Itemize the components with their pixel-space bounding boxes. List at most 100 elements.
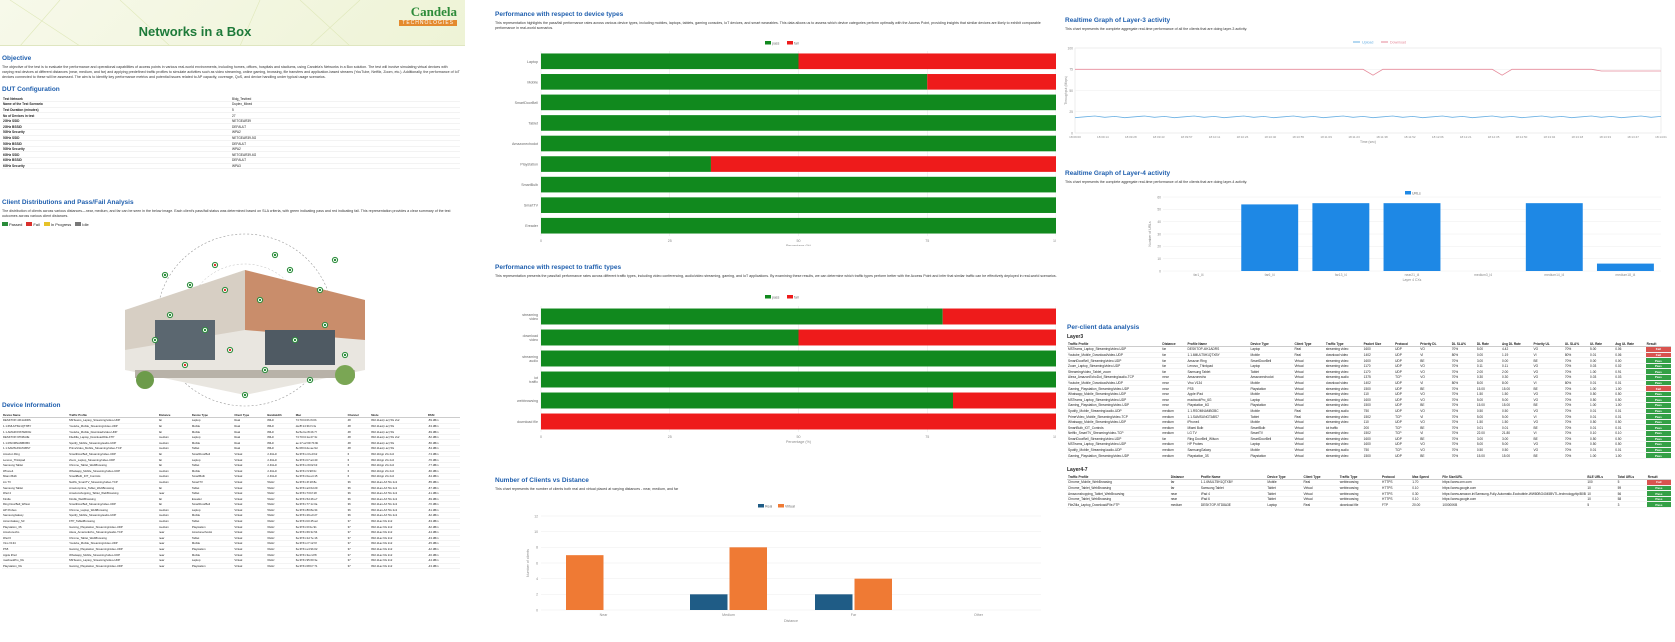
x-tick-label: 100: [1053, 239, 1056, 243]
dut-value: NETGEAR39-6G: [231, 151, 460, 158]
table-cell: medium: [1161, 424, 1187, 431]
table-cell: 70%: [1450, 363, 1476, 370]
table-cell: Netflix_SmartTV_Streaming/video-TCP: [1067, 430, 1162, 437]
table-row: Chrome_Mobile_WebBrowsing far 1.1.6MULT5H1…: [1067, 479, 1671, 486]
table-cell: Tablet: [190, 462, 234, 469]
l4-heading: Realtime Graph of Layer-4 activity: [1065, 170, 1171, 177]
distance-chart: Real Virtual 0 2 4 6 8 10 12 Number of clients Dis…: [526, 504, 1041, 623]
table-cell: Mobile: [190, 423, 234, 430]
x-tick-label: 18:10:11: [1209, 135, 1221, 139]
y-category-label: iot: [534, 376, 538, 380]
table-cell: 0.01: [1589, 352, 1615, 359]
table-cell: Laptop: [190, 434, 234, 441]
layer47-title: Layer4-7: [1067, 466, 1088, 473]
table-cell: -42 dBm: [426, 546, 460, 553]
table-cell: 1402: [1362, 352, 1395, 359]
table-cell: 6GHz: [266, 546, 295, 553]
table-cell: 0.02: [1614, 363, 1646, 370]
table-cell: near: [157, 490, 191, 497]
table-cell: download video: [1324, 352, 1363, 359]
table-cell: 10: [1586, 490, 1617, 497]
table-cell: UDP: [1394, 380, 1420, 387]
result-badge: Pass: [1646, 496, 1671, 503]
result-badge: Pass: [1646, 485, 1671, 492]
table-cell: Mobile: [1249, 408, 1294, 415]
table-cell: Tablet: [1266, 490, 1303, 497]
result-badge: Pass: [1645, 396, 1671, 403]
table-cell: SmartDoorBell_Streaming/video-UDP: [1067, 357, 1162, 364]
table-cell: Mobile: [190, 551, 234, 558]
dut-row: Test Duration (minutes) 5: [2, 107, 460, 114]
layer47-table: Traffic Profile Distance Profile Name Devic…: [1067, 473, 1671, 508]
table-cell: -43 dBm: [426, 563, 460, 570]
bar-fail-webbrowsing: [953, 392, 1056, 409]
col-header: Traffic Type: [1338, 473, 1382, 481]
client-status-dot: [243, 393, 247, 397]
table-cell: 802.11bgn 2G 2x2: [370, 473, 427, 480]
table-cell: Gaming_Playstation_Streaming/video-UDP: [68, 523, 158, 530]
table-cell: 1.1.AMAZONSTEROH: [2, 428, 69, 435]
table-cell: 0.30: [1475, 374, 1502, 381]
y-category-label: SmartDoorBell: [515, 101, 539, 105]
dut-row: No of Devices in test 27: [2, 112, 460, 119]
table-cell: MSTeams_Laptop_Streaming/video-UDP: [1067, 441, 1162, 448]
table-cell: 3.00: [1475, 436, 1502, 443]
table-cell: Mobile: [190, 428, 234, 435]
bar-fail-laptop: [798, 53, 1056, 70]
table-cell: 802.11bgn 2G 2x2: [370, 462, 427, 469]
table-cell: 100: [1586, 479, 1617, 486]
table-cell: far: [1161, 346, 1187, 353]
table-cell: near: [157, 557, 191, 564]
table-row: 1.1.RSOMNAMBOBC Spotify_Mobile_Streaming/…: [2, 439, 460, 447]
table-row: Chrome_Tablet_WebBrowsing far Samsung Tabl…: [1067, 485, 1671, 492]
client-status-dot: [258, 298, 262, 302]
table-cell: 802.11an-AX 5G 2x2: [370, 507, 427, 514]
dut-key: Test Duration (minutes): [2, 107, 231, 114]
table-cell: SmartBulb: [1249, 424, 1294, 431]
table-cell: Tablet: [190, 490, 234, 497]
table-cell: 2.4GHz: [266, 451, 295, 458]
table-cell: far: [157, 462, 191, 469]
y-tick-label: 40: [1157, 220, 1161, 224]
table-cell: -62 dBm: [426, 512, 460, 519]
table-cell: -69 dBm: [426, 495, 460, 502]
table-cell: 36: [346, 501, 371, 508]
table-cell: 1.1.RSOMNAMBOBC: [2, 439, 69, 447]
table-cell: Amazonshopping_Tablet_WebBrowsing: [1067, 490, 1170, 497]
table-cell: 6a:3f:51:29:e0:27: [294, 512, 347, 519]
x-tick-label: 18:12:35: [1488, 135, 1500, 139]
x-tick-label: 25: [668, 239, 672, 243]
table-cell: -56 dBm: [426, 439, 460, 447]
table-cell: 48: [346, 439, 371, 447]
table-cell: 6GHz: [266, 551, 295, 558]
legend-item: In Progress: [43, 222, 71, 227]
right-column: Realtime Graph of Layer-3 activity This …: [1063, 0, 1675, 642]
table-cell: 0.50: [1614, 419, 1646, 426]
table-cell: 6a:3f:51:80:8a:34: [294, 507, 347, 514]
table-cell: -61 dBm: [426, 507, 460, 514]
table-cell: streaming audio: [1324, 374, 1363, 381]
table-cell: UDP: [1394, 441, 1420, 448]
table-cell: 4.42: [1501, 346, 1533, 353]
table-cell: Virtual: [1293, 396, 1325, 403]
table-cell: BE: [1419, 385, 1451, 392]
table-cell: PrimeVideo_Mobile_Streaming/video-TCP: [68, 445, 158, 452]
table-cell: 80Hz: [266, 434, 295, 441]
table-cell: MSTeams_Laptop_Streaming/video-UDP: [1067, 346, 1162, 353]
table-cell: BE: [1419, 357, 1451, 364]
result-badge: Pass: [1645, 436, 1671, 443]
table-cell: 750: [1362, 447, 1395, 454]
table-cell: 6a:3f:51:2d:7e:16: [294, 535, 347, 542]
table-cell: Youtube_Mobile_Download/video-UDP: [1067, 352, 1162, 359]
legend-swatch: [2, 222, 8, 227]
table-cell: Laptop: [190, 456, 234, 463]
table-cell: 6: [346, 467, 371, 474]
col-header: Priority DL: [1419, 341, 1451, 348]
table-cell: near: [1161, 391, 1187, 398]
x-category-label: far1_l4: [1194, 273, 1204, 277]
table-cell: HTTPS: [1381, 485, 1412, 492]
table-row: PrimeVideo_Mobile_Streaming/video-TCP med…: [1067, 413, 1671, 420]
col-header: UL Rate: [1589, 341, 1615, 348]
table-cell: -52 dBm: [426, 434, 460, 441]
x-tick-label: 18:11:52: [1404, 135, 1416, 139]
